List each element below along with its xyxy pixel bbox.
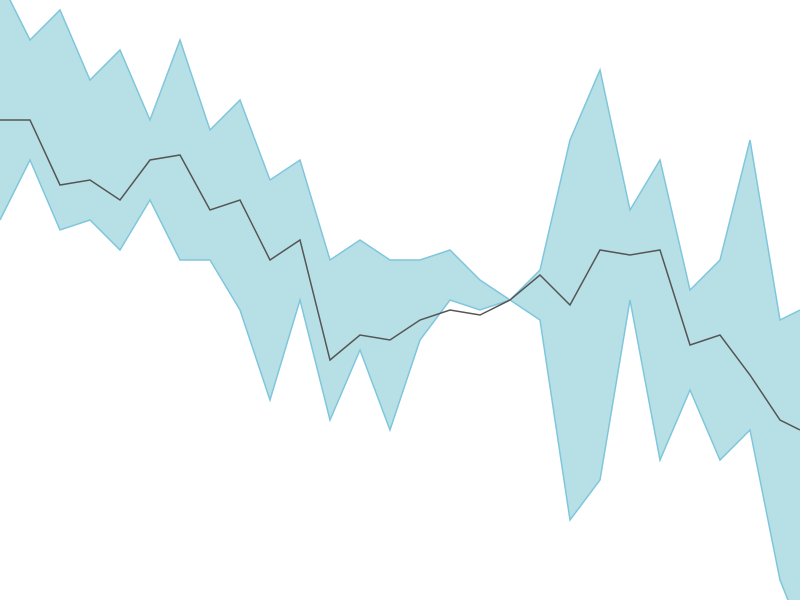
line-area-chart [0, 0, 800, 600]
